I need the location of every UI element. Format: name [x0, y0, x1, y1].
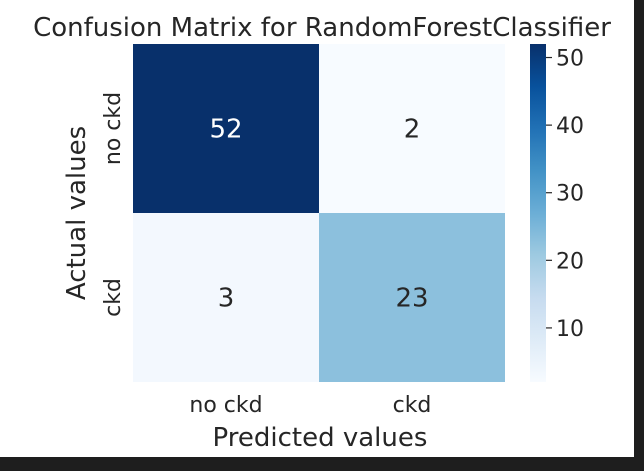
- y-tick-label: ckd: [101, 278, 126, 317]
- x-axis-label: Predicted values: [213, 423, 428, 453]
- cell-value-label: 3: [218, 284, 235, 314]
- colorbar-tick-label: 10: [556, 317, 584, 342]
- x-tick-label: no ckd: [189, 393, 262, 418]
- heatmap-cell: [133, 213, 319, 382]
- y-tick-labels: no ckd ckd: [101, 92, 126, 317]
- colorbar-tick-label: 30: [556, 182, 584, 207]
- colorbar: [530, 44, 546, 382]
- colorbar-tick-label: 20: [556, 249, 584, 274]
- cell-value-label: 52: [209, 115, 242, 145]
- heatmap-cell: [133, 44, 319, 213]
- heatmap-cell: [319, 213, 505, 382]
- colorbar-tick-label: 40: [556, 114, 584, 139]
- colorbar-ticks: 10 20 30 40 50: [546, 47, 584, 342]
- x-tick-labels: no ckd ckd: [189, 393, 431, 418]
- chart-title: Confusion Matrix for RandomForestClassif…: [33, 13, 611, 43]
- y-axis-label: Actual values: [62, 126, 92, 300]
- cell-value-label: 2: [404, 115, 421, 145]
- heatmap-cell: [319, 44, 505, 213]
- x-tick-label: ckd: [393, 393, 432, 418]
- cell-annotations: 52 23 23: [209, 115, 428, 314]
- chart-frame: Confusion Matrix for RandomForestClassif…: [0, 0, 634, 457]
- cell-value-label: 23: [395, 284, 428, 314]
- colorbar-tick-label: 50: [556, 47, 584, 72]
- y-tick-label: no ckd: [101, 92, 126, 165]
- heatmap-cells: [133, 44, 505, 382]
